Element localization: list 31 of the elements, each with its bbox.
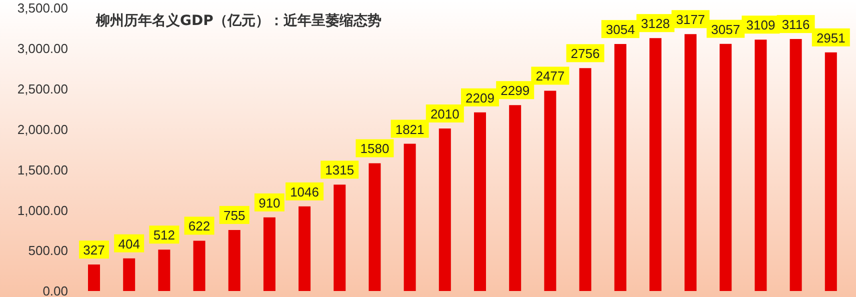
data-label: 512 — [153, 228, 176, 243]
data-label: 3109 — [746, 18, 776, 33]
data-label: 404 — [118, 236, 140, 252]
data-label: 1315 — [325, 162, 354, 178]
y-tick-label: 0.00 — [42, 284, 68, 297]
y-tick-label: 1,000.00 — [17, 202, 68, 218]
chart-title: 柳州历年名义GDP（亿元）：近年呈萎缩态势 — [96, 12, 382, 30]
y-tick-label: 2,500.00 — [17, 81, 68, 96]
data-label: 2209 — [466, 90, 494, 106]
data-label: 1821 — [395, 122, 424, 137]
y-tick-label: 3,000.00 — [17, 41, 68, 56]
data-label: 1580 — [360, 141, 390, 156]
data-label: 2477 — [536, 68, 565, 84]
data-label: 3116 — [782, 17, 810, 32]
data-label: 3057 — [711, 22, 740, 37]
data-label: 2299 — [500, 83, 530, 98]
data-label: 755 — [224, 208, 246, 223]
data-label: 2010 — [430, 106, 460, 122]
y-tick-label: 3,500.00 — [17, 0, 68, 16]
data-label: 2951 — [816, 30, 846, 46]
data-label: 1046 — [290, 184, 320, 200]
y-tick-label: 1,500.00 — [17, 162, 68, 178]
data-label: 3177 — [676, 12, 706, 28]
y-tick-label: 2,000.00 — [17, 122, 68, 137]
data-label: 622 — [188, 218, 210, 234]
data-label: 910 — [258, 195, 280, 210]
data-label: 3128 — [640, 16, 670, 32]
y-tick-label: 500.00 — [28, 243, 68, 258]
data-label: 327 — [83, 242, 105, 258]
data-label: 2756 — [570, 46, 600, 62]
data-label: 3054 — [606, 22, 635, 38]
